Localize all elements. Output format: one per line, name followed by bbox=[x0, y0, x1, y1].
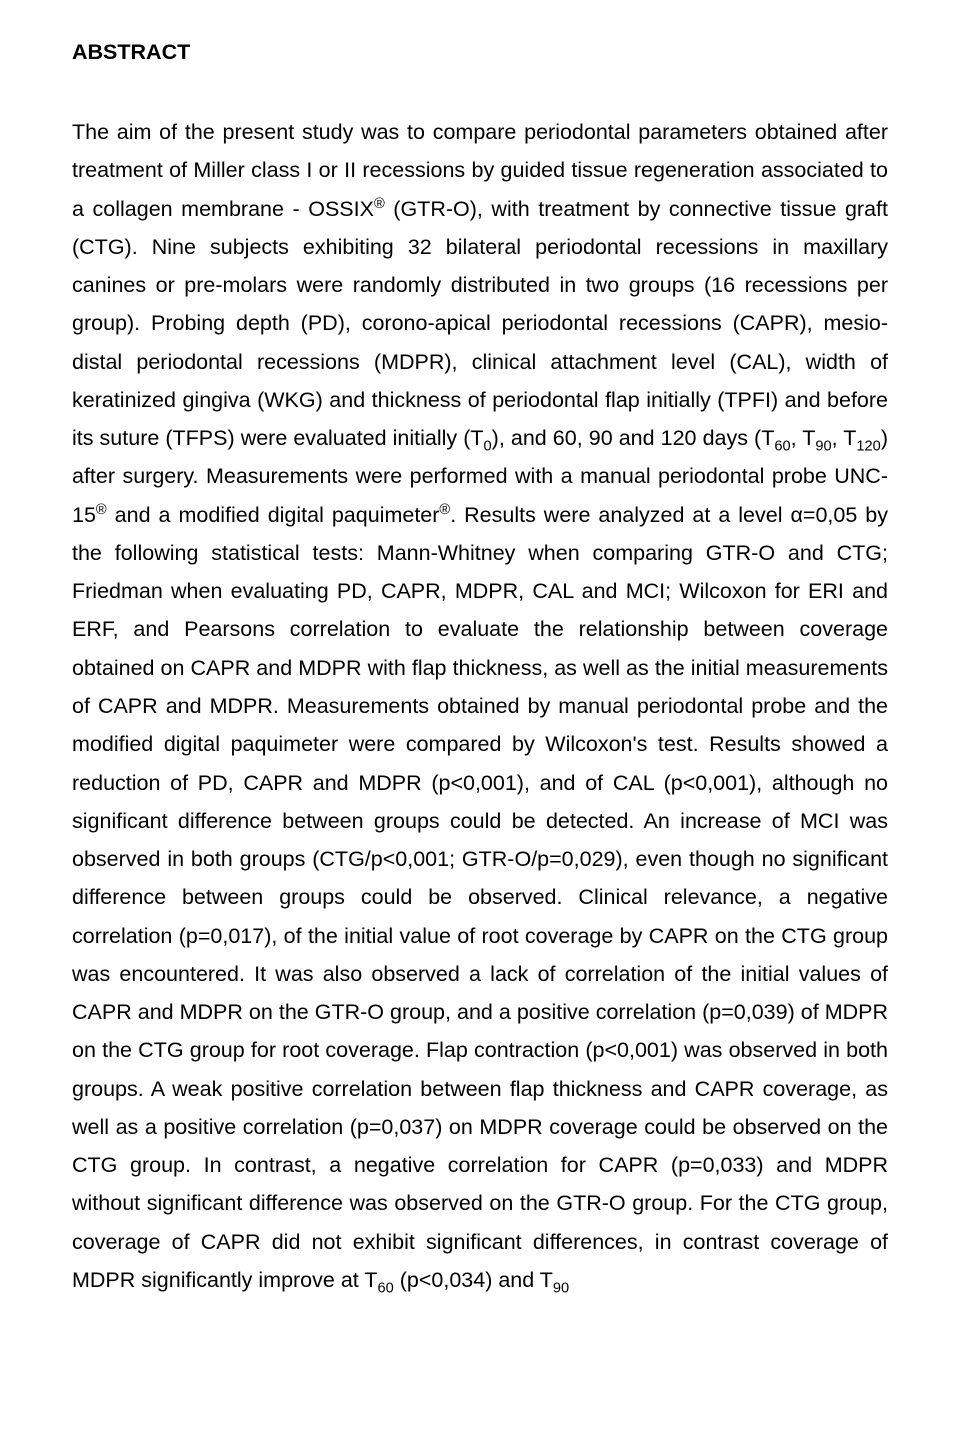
abstract-body: The aim of the present study was to comp… bbox=[72, 113, 888, 1299]
abstract-heading: ABSTRACT bbox=[72, 40, 888, 65]
document-page: ABSTRACT The aim of the present study wa… bbox=[0, 0, 960, 1339]
